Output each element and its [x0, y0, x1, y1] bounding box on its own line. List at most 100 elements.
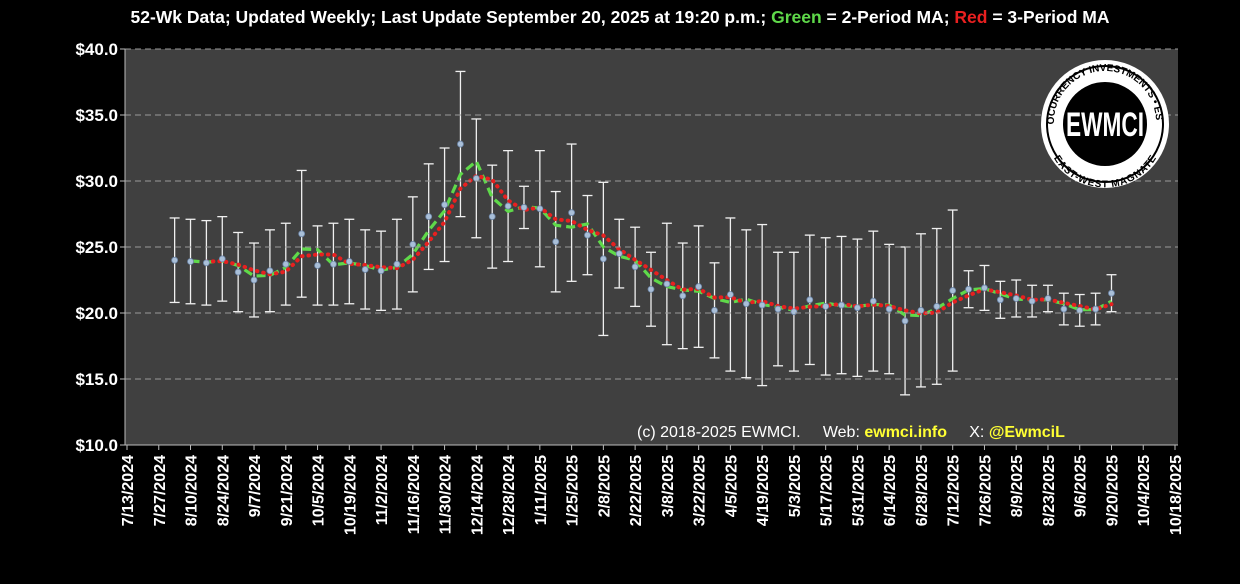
data-point: [520, 203, 528, 211]
data-point: [933, 302, 941, 310]
x-tick-label: 7/13/2024: [120, 455, 137, 526]
data-point: [615, 250, 623, 258]
y-tick-label: $15.0: [75, 370, 118, 389]
x-tick-label: 5/17/2025: [819, 455, 836, 526]
data-point: [695, 283, 703, 291]
data-point: [187, 258, 194, 265]
y-tick-label: $20.0: [75, 304, 118, 323]
data-point: [504, 202, 512, 210]
data-point: [361, 266, 369, 273]
data-point: [1076, 306, 1084, 314]
data-point: [790, 308, 798, 316]
x-tick-label: 10/5/2024: [311, 455, 328, 526]
data-point: [838, 301, 845, 309]
data-point: [822, 302, 830, 310]
data-point: [806, 296, 814, 304]
x-tick-label: 8/10/2024: [184, 455, 201, 526]
data-point: [345, 258, 353, 265]
data-point: [472, 174, 480, 182]
data-point: [758, 301, 766, 309]
data-point: [1108, 289, 1115, 297]
data-point: [282, 260, 290, 268]
ma-line: [204, 173, 1114, 316]
data-point: [774, 305, 782, 313]
data-point: [647, 285, 655, 293]
data-point: [202, 259, 210, 267]
data-point: [266, 267, 274, 275]
logo-disc: [1063, 82, 1147, 166]
data-point: [234, 268, 242, 276]
data-point: [568, 209, 576, 217]
x-tick-label: 6/14/2025: [882, 455, 899, 526]
data-point: [298, 230, 306, 238]
data-point: [679, 292, 687, 300]
footer-segment: ewmci.info: [864, 424, 947, 441]
data-point: [1028, 297, 1036, 305]
y-tick-label: $35.0: [75, 106, 118, 125]
data-point: [409, 240, 417, 248]
footer-segment: X:: [947, 424, 989, 441]
data-point: [981, 284, 988, 292]
data-point: [726, 291, 734, 298]
data-point: [631, 263, 639, 271]
data-point: [1060, 305, 1068, 313]
x-tick-label: 8/23/2025: [1041, 455, 1058, 526]
x-tick-label: 3/8/2025: [660, 455, 677, 517]
title-segment: 52-Wk Data; Updated Weekly; Last Update …: [130, 7, 771, 27]
marks: [169, 70, 1117, 396]
x-tick-label: 4/19/2025: [755, 455, 772, 526]
x-tick-label: 8/24/2024: [215, 455, 232, 526]
x-tick-label: 9/6/2025: [1073, 455, 1090, 517]
x-tick-label: 10/19/2024: [342, 455, 359, 535]
data-point: [457, 140, 464, 148]
data-point: [965, 285, 972, 293]
data-point: [885, 305, 893, 313]
data-point: [377, 267, 385, 275]
x-tick-label: 7/27/2024: [152, 455, 169, 526]
data-point: [949, 287, 957, 294]
x-tick-label: 5/31/2025: [850, 455, 867, 526]
chart-title: 52-Wk Data; Updated Weekly; Last Update …: [130, 7, 1109, 27]
data-point: [742, 300, 750, 308]
data-point: [1012, 295, 1020, 302]
data-point: [854, 304, 861, 312]
data-point: [488, 213, 496, 221]
x-tick-label: 4/5/2025: [723, 455, 740, 517]
title-segment: Red: [954, 7, 987, 27]
data-point: [996, 296, 1004, 304]
x-tick-label: 2/8/2025: [596, 455, 613, 517]
ma-line: [190, 159, 1113, 318]
x-tick-label: 7/26/2025: [977, 455, 994, 526]
data-point: [869, 297, 877, 305]
x-tick-label: 11/16/2024: [406, 455, 423, 534]
data-point: [711, 306, 718, 314]
title-segment: = 3-Period MA: [987, 7, 1109, 27]
x-tick-label: 1/11/2025: [533, 455, 550, 525]
x-tick-label: 3/22/2025: [692, 455, 709, 526]
data-point: [250, 276, 258, 284]
logo-ring-line: [1046, 65, 1164, 183]
data-point: [1092, 305, 1100, 313]
footer: (c) 2018-2025 EWMCI. Web: ewmci.info X: …: [637, 424, 1065, 441]
x-tick-label: 8/9/2025: [1009, 455, 1026, 517]
data-point: [314, 262, 321, 269]
data-point: [171, 256, 179, 264]
data-point: [393, 260, 401, 268]
x-tick-label: 2/22/2025: [628, 455, 645, 526]
data-point: [552, 238, 560, 246]
data-point: [218, 255, 226, 263]
x-tick-label: 12/14/2024: [469, 455, 486, 535]
logo-center: EWMCI: [1066, 106, 1144, 144]
data-point: [663, 280, 671, 288]
data-point: [441, 201, 448, 209]
x-tick-label: 7/12/2025: [946, 455, 963, 526]
title-segment: = 2-Period MA;: [822, 7, 955, 27]
x-tick-label: 11/30/2024: [438, 455, 455, 534]
data-point: [917, 306, 925, 314]
footer-segment: @EwmciL: [989, 424, 1065, 441]
x-tick-label: 12/28/2024: [501, 455, 518, 535]
title-segment: Green: [771, 7, 822, 27]
x-tick-label: 10/18/2025: [1168, 455, 1185, 535]
x-tick-label: 1/25/2025: [565, 455, 582, 526]
